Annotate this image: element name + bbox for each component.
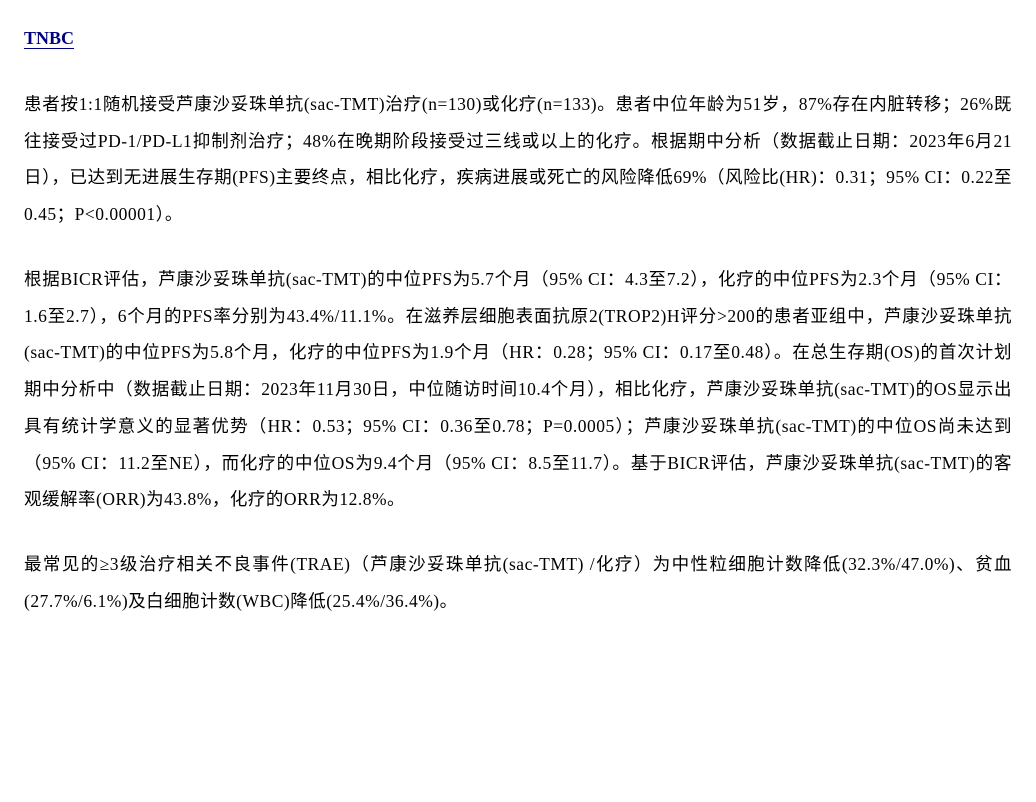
paragraph-1: 患者按1:1随机接受芦康沙妥珠单抗(sac-TMT)治疗(n=130)或化疗(n… bbox=[24, 86, 1012, 233]
section-heading: TNBC bbox=[24, 20, 1012, 58]
paragraph-3: 最常见的≥3级治疗相关不良事件(TRAE)（芦康沙妥珠单抗(sac-TMT) /… bbox=[24, 546, 1012, 620]
paragraph-2: 根据BICR评估，芦康沙妥珠单抗(sac-TMT)的中位PFS为5.7个月（95… bbox=[24, 261, 1012, 518]
